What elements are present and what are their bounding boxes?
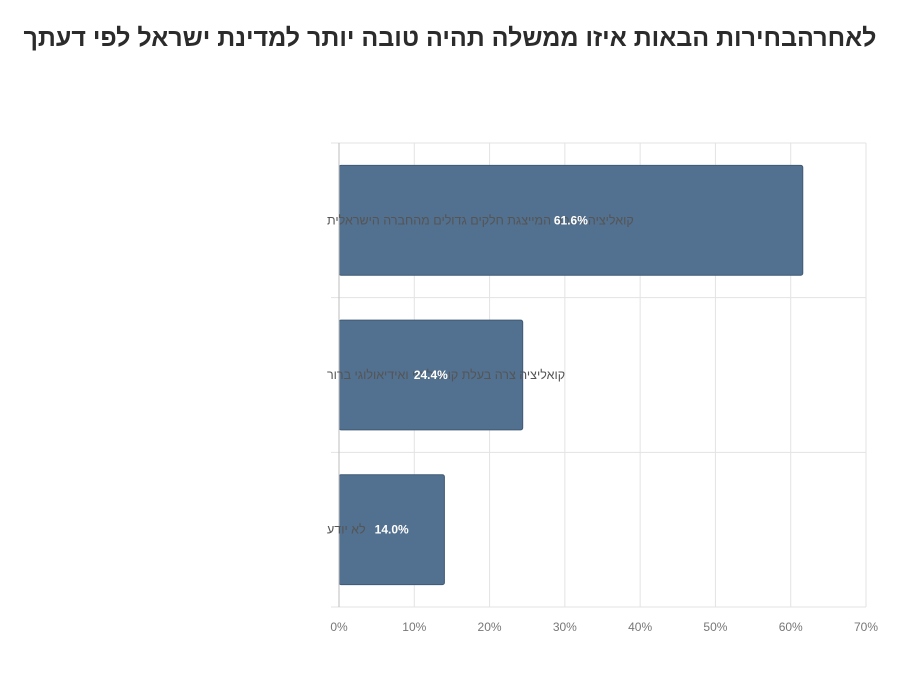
data-label: 61.6% — [554, 213, 588, 227]
x-tick-label: 10% — [402, 620, 426, 634]
chart-title: לאחרהבחירות הבאות איזו ממשלה תהיה טובה י… — [23, 24, 877, 52]
data-label: 24.4% — [414, 368, 448, 382]
x-tick-label: 70% — [854, 620, 878, 634]
category-label: לא יודע — [327, 523, 366, 537]
x-tick-label: 60% — [779, 620, 803, 634]
labels: 0% 10% 20% 30% 40% 50% 60% 70% קואליציה רחבה המי… — [327, 213, 878, 634]
x-tick-label: 30% — [553, 620, 577, 634]
category-label: קואליציה צרה בעלת קו פוליטי ואידיאולוגי … — [327, 368, 565, 382]
x-tick-label: 40% — [628, 620, 652, 634]
x-tick-label: 0% — [330, 620, 348, 634]
x-tick-label: 20% — [478, 620, 502, 634]
data-label: 14.0% — [375, 523, 409, 537]
x-tick-label: 50% — [703, 620, 727, 634]
category-label: קואליציה רחבה המייצגת חלקים גדולים מהחבר… — [327, 213, 634, 227]
